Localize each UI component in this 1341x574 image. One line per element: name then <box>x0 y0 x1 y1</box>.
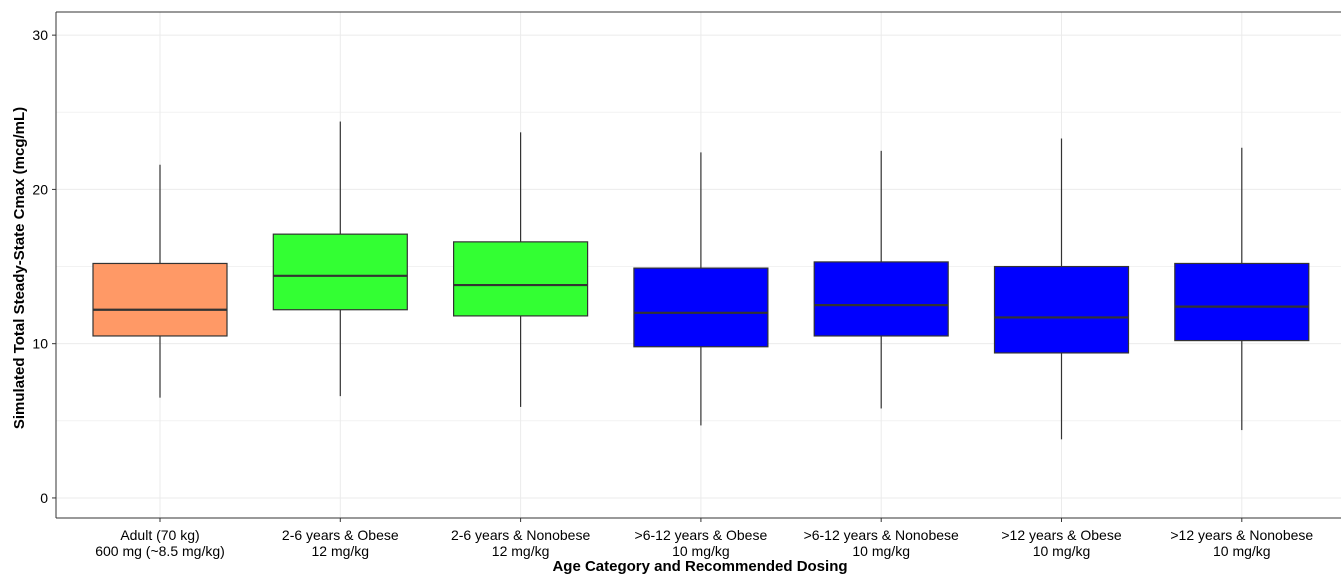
y-axis-title: Simulated Total Steady-State Cmax (mcg/m… <box>11 107 28 429</box>
box-group <box>1174 147 1310 431</box>
x-axis-title: Age Category and Recommended Dosing <box>552 558 847 574</box>
box-group <box>633 152 769 426</box>
box-group <box>813 150 949 409</box>
box-series <box>92 121 1310 440</box>
x-tick-label-line2: 10 mg/kg <box>1033 543 1091 559</box>
box-group <box>453 132 589 407</box>
x-tick-label-line2: 10 mg/kg <box>1213 543 1271 559</box>
box <box>633 267 769 348</box>
box-group <box>272 121 408 397</box>
box <box>993 265 1130 354</box>
y-tick-label: 20 <box>32 181 48 197</box>
x-tick-label-line1: 2-6 years & Nonobese <box>451 527 591 543</box>
box <box>453 241 589 317</box>
y-tick-label: 30 <box>32 27 48 43</box>
x-tick-label-line1: 2-6 years & Obese <box>282 527 399 543</box>
tick-labels: 0 10 20 30 Adult (70 kg)600 mg (~8.5 mg/kg) 2… <box>32 27 1313 559</box>
box-group <box>993 138 1130 440</box>
grid-lines <box>56 12 1341 518</box>
x-tick-label-line2: 12 mg/kg <box>312 543 370 559</box>
x-tick-label-line2: 10 mg/kg <box>672 543 730 559</box>
axes <box>52 11 1341 522</box>
x-tick-label-line2: 10 mg/kg <box>852 543 910 559</box>
x-tick-label-line1: Adult (70 kg) <box>120 527 199 543</box>
x-tick-label-line1: >6-12 years & Obese <box>635 527 768 543</box>
box <box>272 233 408 311</box>
x-tick-label-line1: >12 years & Obese <box>1001 527 1121 543</box>
x-tick-label-line2: 12 mg/kg <box>492 543 550 559</box>
y-tick-label: 0 <box>40 490 48 506</box>
box-group <box>92 164 228 398</box>
box <box>1174 262 1310 342</box>
box <box>813 261 949 337</box>
box <box>92 262 228 337</box>
x-tick-label-line2: 600 mg (~8.5 mg/kg) <box>95 543 225 559</box>
x-tick-label-line1: >12 years & Nonobese <box>1170 527 1313 543</box>
x-tick-label-line1: >6-12 years & Nonobese <box>804 527 959 543</box>
y-tick-label: 10 <box>32 336 48 352</box>
